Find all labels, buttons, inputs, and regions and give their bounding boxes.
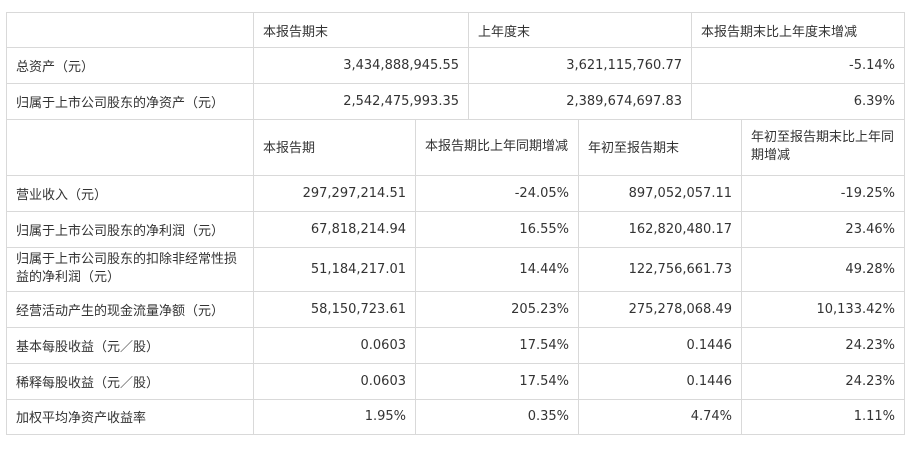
row-label: 归属于上市公司股东的扣除非经常性损益的净利润（元） xyxy=(6,247,254,292)
row-label: 基本每股收益（元／股） xyxy=(6,327,254,364)
value-ytd-change: 23.46% xyxy=(741,211,905,248)
row-label: 归属于上市公司股东的净资产（元） xyxy=(6,83,254,120)
value-ytd: 0.1446 xyxy=(578,363,742,400)
value-period-change: 16.55% xyxy=(415,211,579,248)
value-ytd: 0.1446 xyxy=(578,327,742,364)
row-label: 加权平均净资产收益率 xyxy=(6,399,254,435)
header-period-end: 本报告期末 xyxy=(253,12,469,48)
header-change: 本报告期末比上年度末增减 xyxy=(691,12,905,48)
value-ytd-change: 1.11% xyxy=(741,399,905,435)
value-ytd: 122,756,661.73 xyxy=(578,247,742,292)
value-ytd: 4.74% xyxy=(578,399,742,435)
value-prior: 2,389,674,697.83 xyxy=(468,83,692,120)
income-header-row: 本报告期 本报告期比上年同期增减 年初至报告期末 年初至报告期末比上年同期增减 xyxy=(6,119,905,176)
balance-sheet-table: 本报告期末 上年度末 本报告期末比上年度末增减 总资产（元） 3,434,888… xyxy=(6,12,905,120)
value-period: 0.0603 xyxy=(253,327,416,364)
header-ytd: 年初至报告期末 xyxy=(578,119,742,176)
value-period-change: 14.44% xyxy=(415,247,579,292)
row-label: 归属于上市公司股东的净利润（元） xyxy=(6,211,254,248)
balance-header-row: 本报告期末 上年度末 本报告期末比上年度末增减 xyxy=(6,12,905,48)
value-ytd: 275,278,068.49 xyxy=(578,291,742,328)
header-ytd-change: 年初至报告期末比上年同期增减 xyxy=(741,119,905,176)
table-row: 加权平均净资产收益率 1.95% 0.35% 4.74% 1.11% xyxy=(6,399,905,435)
header-period-change: 本报告期比上年同期增减 xyxy=(415,119,579,176)
value-period-change: 0.35% xyxy=(415,399,579,435)
table-row: 基本每股收益（元／股） 0.0603 17.54% 0.1446 24.23% xyxy=(6,327,905,364)
value-current: 3,434,888,945.55 xyxy=(253,47,469,84)
value-ytd-change: 10,133.42% xyxy=(741,291,905,328)
row-label: 经营活动产生的现金流量净额（元） xyxy=(6,291,254,328)
table-row: 经营活动产生的现金流量净额（元） 58,150,723.61 205.23% 2… xyxy=(6,291,905,328)
header-blank-cell xyxy=(6,12,254,48)
table-row: 稀释每股收益（元／股） 0.0603 17.54% 0.1446 24.23% xyxy=(6,363,905,400)
value-period: 1.95% xyxy=(253,399,416,435)
value-current: 2,542,475,993.35 xyxy=(253,83,469,120)
value-period: 67,818,214.94 xyxy=(253,211,416,248)
row-label: 总资产（元） xyxy=(6,47,254,84)
row-label: 稀释每股收益（元／股） xyxy=(6,363,254,400)
value-ytd-change: 49.28% xyxy=(741,247,905,292)
income-statement-table: 本报告期 本报告期比上年同期增减 年初至报告期末 年初至报告期末比上年同期增减 … xyxy=(6,119,905,435)
value-period: 297,297,214.51 xyxy=(253,175,416,212)
value-prior: 3,621,115,760.77 xyxy=(468,47,692,84)
value-period-change: -24.05% xyxy=(415,175,579,212)
header-period: 本报告期 xyxy=(253,119,416,176)
value-ytd-change: 24.23% xyxy=(741,327,905,364)
value-change: 6.39% xyxy=(691,83,905,120)
value-ytd-change: 24.23% xyxy=(741,363,905,400)
row-label: 营业收入（元） xyxy=(6,175,254,212)
header-prior-year-end: 上年度末 xyxy=(468,12,692,48)
value-period: 0.0603 xyxy=(253,363,416,400)
table-row: 营业收入（元） 297,297,214.51 -24.05% 897,052,0… xyxy=(6,175,905,212)
value-ytd-change: -19.25% xyxy=(741,175,905,212)
value-ytd: 897,052,057.11 xyxy=(578,175,742,212)
value-period: 51,184,217.01 xyxy=(253,247,416,292)
value-period-change: 17.54% xyxy=(415,327,579,364)
value-ytd: 162,820,480.17 xyxy=(578,211,742,248)
value-period-change: 17.54% xyxy=(415,363,579,400)
value-period-change: 205.23% xyxy=(415,291,579,328)
table-row: 总资产（元） 3,434,888,945.55 3,621,115,760.77… xyxy=(6,47,905,84)
header-blank-cell xyxy=(6,119,254,176)
table-row: 归属于上市公司股东的净利润（元） 67,818,214.94 16.55% 16… xyxy=(6,211,905,248)
value-period: 58,150,723.61 xyxy=(253,291,416,328)
value-change: -5.14% xyxy=(691,47,905,84)
table-row: 归属于上市公司股东的净资产（元） 2,542,475,993.35 2,389,… xyxy=(6,83,905,120)
table-row: 归属于上市公司股东的扣除非经常性损益的净利润（元） 51,184,217.01 … xyxy=(6,247,905,292)
